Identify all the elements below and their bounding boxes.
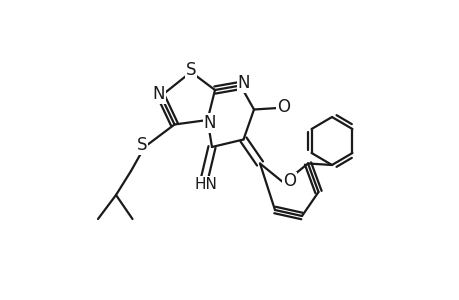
Text: S: S	[137, 136, 147, 154]
Text: S: S	[185, 61, 196, 79]
Text: O: O	[276, 98, 289, 116]
Text: N: N	[152, 85, 164, 103]
Text: N: N	[237, 74, 250, 92]
Text: O: O	[282, 172, 295, 190]
Text: N: N	[203, 114, 216, 132]
Text: HN: HN	[194, 177, 217, 192]
